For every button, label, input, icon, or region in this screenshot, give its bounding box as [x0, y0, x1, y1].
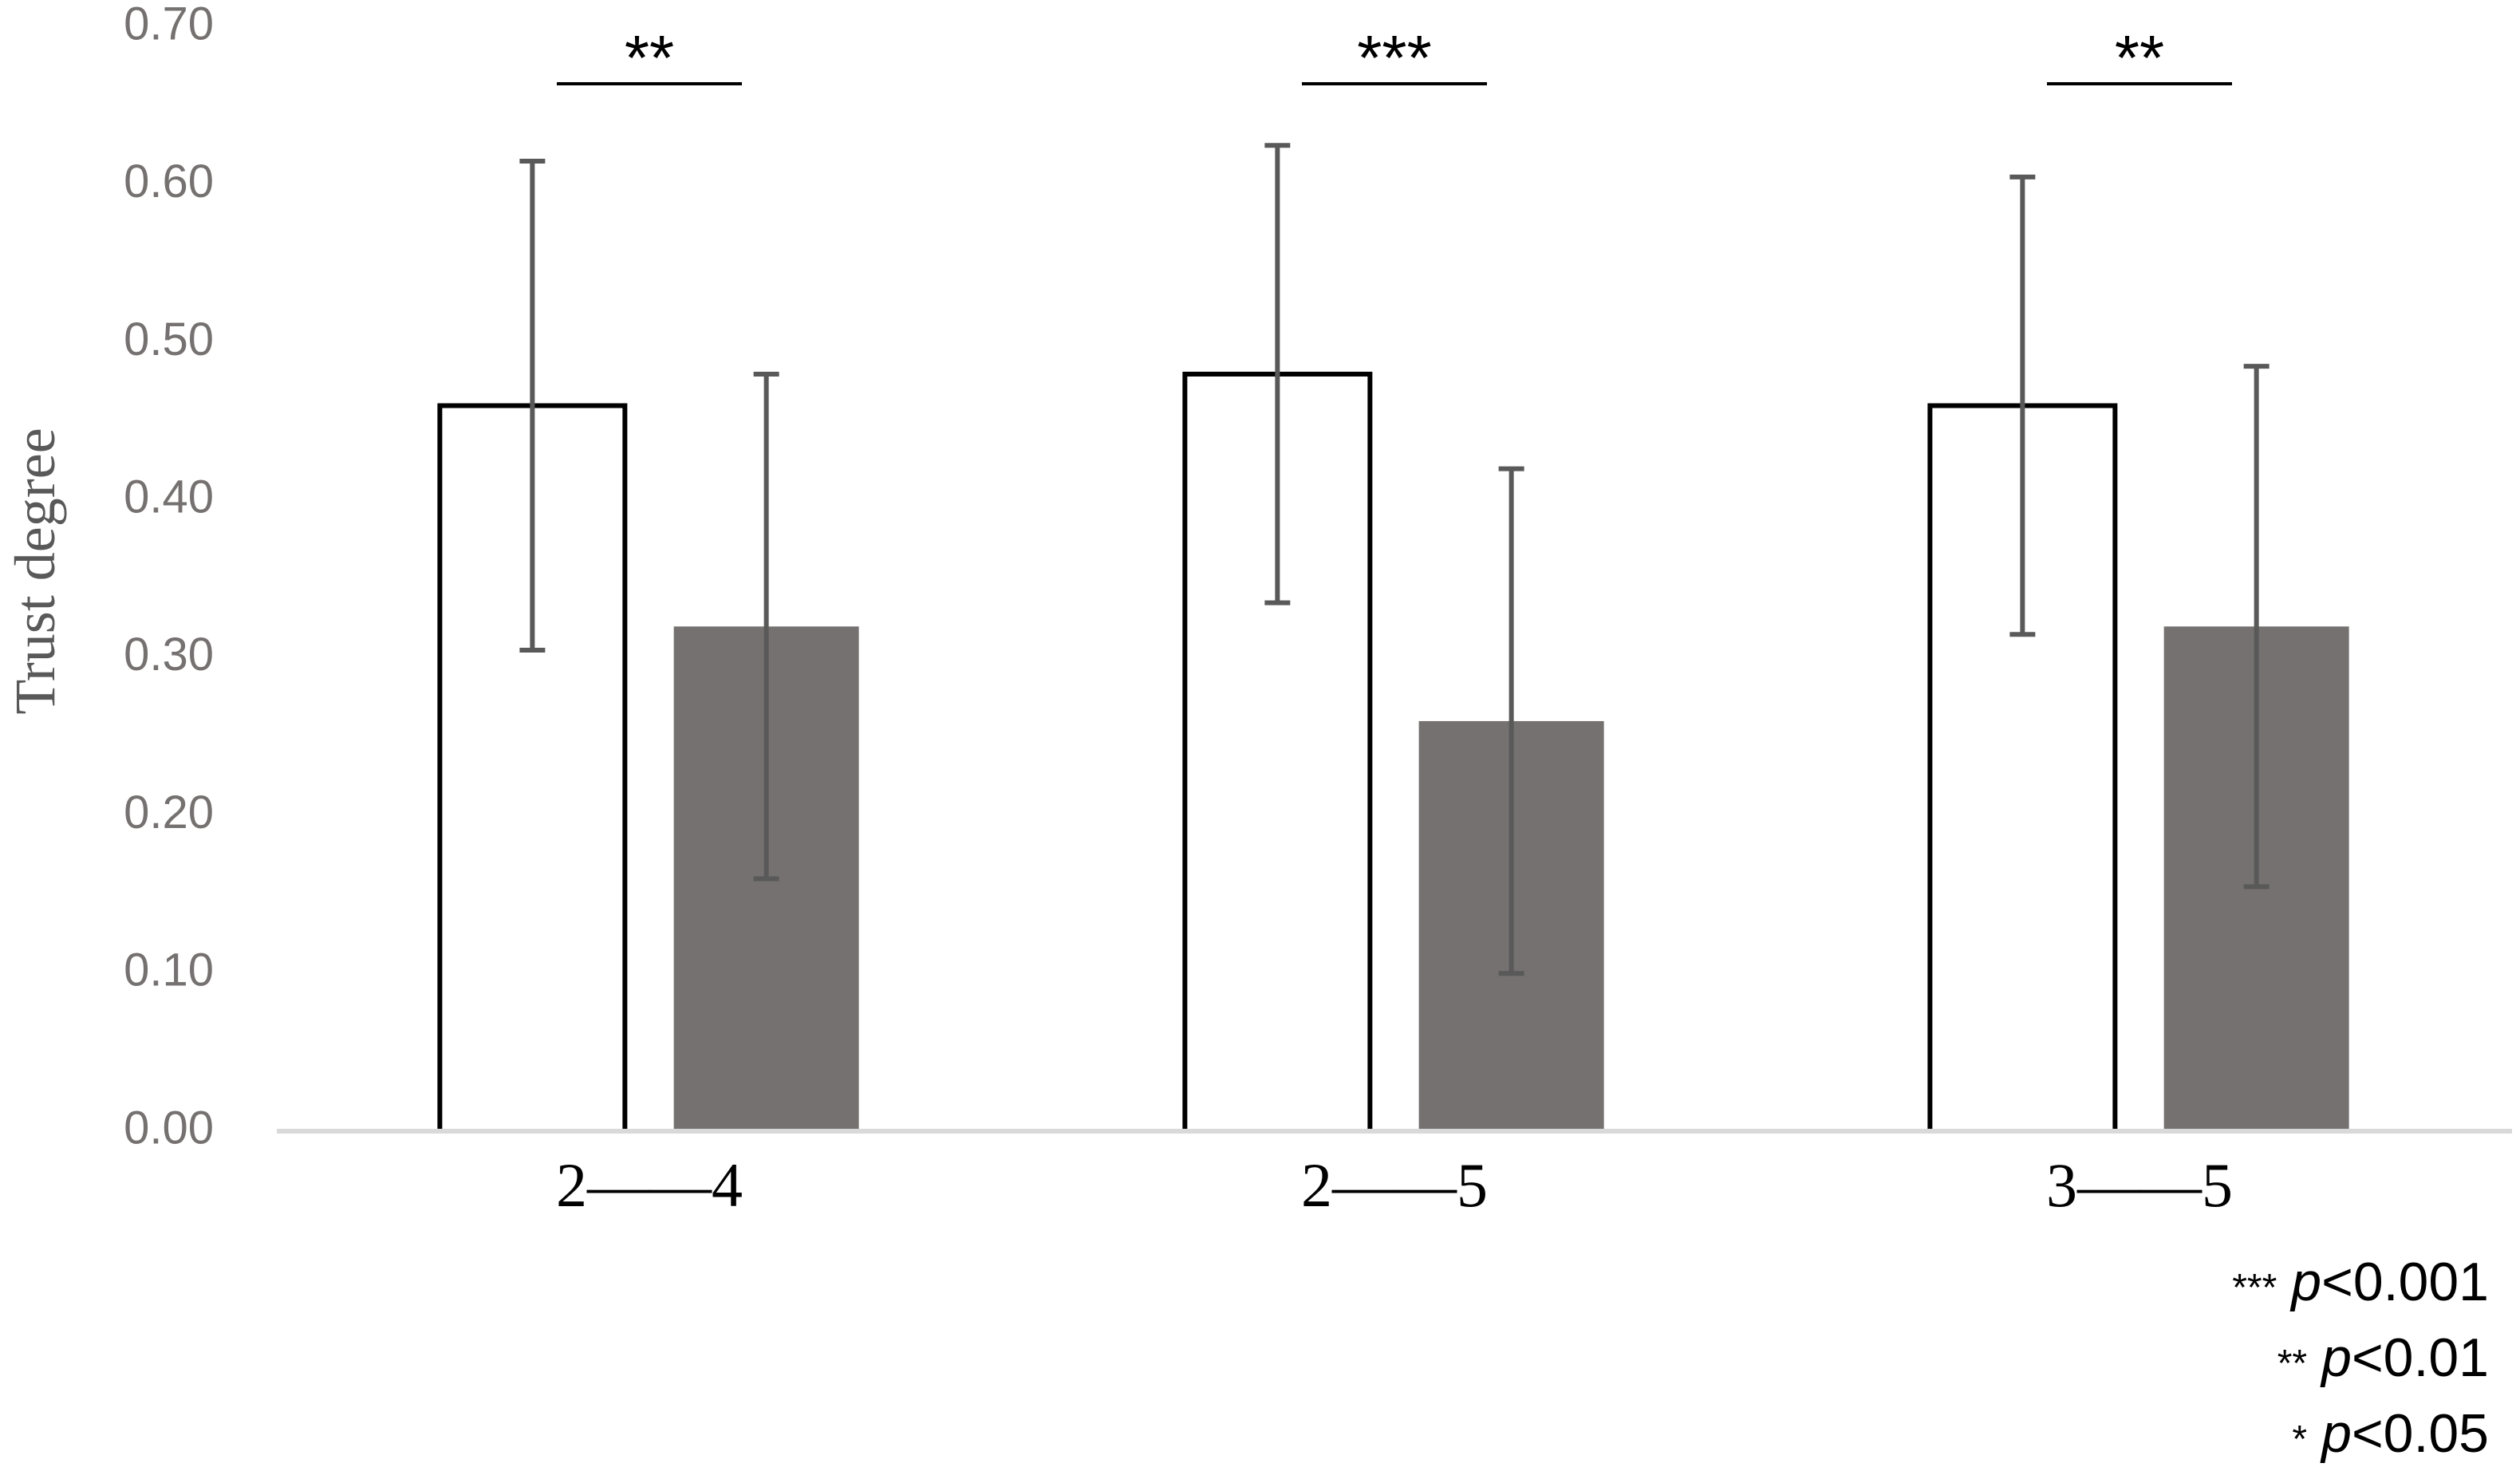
y-tick-label: 0.30 — [124, 629, 214, 680]
error-bar — [519, 159, 546, 653]
key-threshold: <0.05 — [2352, 1403, 2489, 1464]
key-p: p — [2320, 1327, 2352, 1388]
key-mark: ** — [2277, 1343, 2307, 1385]
error-bar — [2009, 174, 2036, 637]
y-tick-label: 0.70 — [124, 0, 214, 49]
significance-mark: *** — [1357, 22, 1431, 93]
key-threshold: <0.001 — [2321, 1252, 2489, 1312]
y-tick-label: 0.20 — [124, 787, 214, 838]
key-p: p — [2289, 1252, 2321, 1312]
significance-mark: ** — [625, 22, 674, 93]
y-tick-label: 0.40 — [124, 471, 214, 523]
y-tick-label: 0.50 — [124, 314, 214, 365]
significance-mark: ** — [2115, 22, 2164, 93]
x-tick-label: 3——5 — [2046, 1150, 2233, 1220]
key-mark: *** — [2232, 1267, 2277, 1309]
y-tick-label: 0.10 — [124, 945, 214, 996]
y-tick-label: 0.00 — [124, 1102, 214, 1154]
error-bar — [1264, 143, 1291, 605]
error-bar — [1498, 466, 1524, 976]
x-tick-label: 2——5 — [1301, 1150, 1488, 1220]
error-bar — [753, 371, 779, 881]
error-bar — [2243, 364, 2270, 889]
significance-key: *** p<0.001 — [2232, 1252, 2489, 1312]
key-p: p — [2320, 1403, 2352, 1464]
significance-key: * p<0.05 — [2292, 1403, 2489, 1464]
x-tick-label: 2——4 — [556, 1150, 743, 1220]
key-threshold: <0.01 — [2352, 1327, 2489, 1388]
y-tick-label: 0.60 — [124, 156, 214, 207]
significance-key: ** p<0.01 — [2277, 1327, 2489, 1388]
key-mark: * — [2292, 1418, 2307, 1461]
y-axis-title: Trust degree — [3, 428, 67, 714]
